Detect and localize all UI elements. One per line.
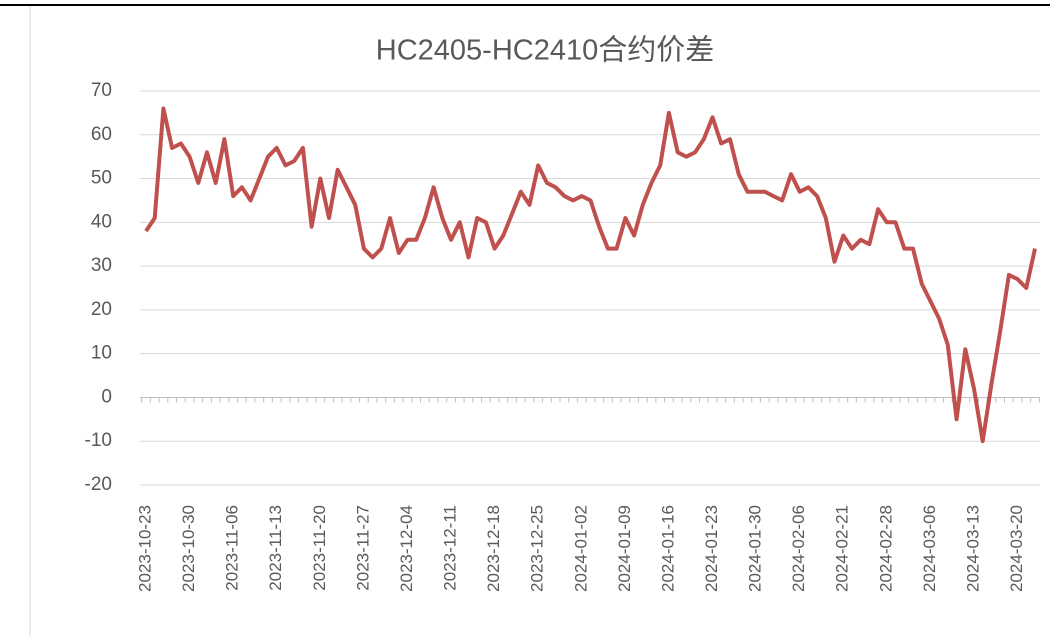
data-line xyxy=(144,106,1037,444)
x-tick-label: 2023-11-20 xyxy=(310,505,329,591)
x-tick-label: 2023-10-30 xyxy=(179,505,198,592)
y-tick-label: 0 xyxy=(101,386,112,407)
x-tick-label: 2023-12-04 xyxy=(397,505,416,592)
y-tick-label: 30 xyxy=(91,255,112,276)
y-tick-label: 40 xyxy=(91,211,112,232)
x-tick-label: 2024-01-02 xyxy=(571,505,590,592)
x-tick-label: 2023-11-06 xyxy=(223,505,242,591)
x-tick-label: 2024-01-09 xyxy=(615,505,634,592)
x-tick-label: 2024-01-23 xyxy=(702,505,721,592)
x-tick-label: 2024-02-28 xyxy=(876,505,895,592)
y-tick-label: -20 xyxy=(85,474,112,495)
x-tick-label: 2024-01-30 xyxy=(746,505,765,592)
x-tick-label: 2024-01-16 xyxy=(658,505,677,592)
y-tick-label: 10 xyxy=(91,343,112,364)
chart-title: HC2405-HC2410合约价差 xyxy=(376,34,714,67)
x-tick-label: 2024-03-06 xyxy=(920,505,939,592)
x-tick-label: 2023-10-23 xyxy=(135,505,154,592)
x-tick-label: 2024-03-20 xyxy=(1007,505,1026,592)
x-tick-label: 2023-11-27 xyxy=(353,505,372,591)
x-tick-label: 2024-03-13 xyxy=(963,505,982,592)
x-tick-label: 2023-12-18 xyxy=(484,505,503,592)
y-tick-label: 20 xyxy=(91,299,112,320)
x-tick-label: 2024-02-21 xyxy=(833,505,852,592)
x-tick-label: 2023-12-11 xyxy=(441,505,460,591)
y-tick-label: -10 xyxy=(85,430,112,451)
x-tick-label: 2024-02-06 xyxy=(789,505,808,592)
x-tick-label: 2023-12-25 xyxy=(528,505,547,592)
x-tick-label: 2023-11-13 xyxy=(266,505,285,591)
y-tick-label: 50 xyxy=(91,168,112,189)
y-tick-label: 60 xyxy=(91,124,112,145)
y-tick-label: 70 xyxy=(91,80,112,101)
